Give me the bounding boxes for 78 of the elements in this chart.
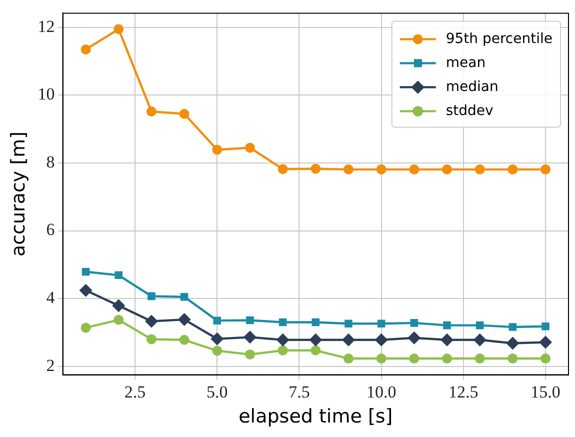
y-tick-label: 6 [46, 220, 55, 240]
point [79, 284, 92, 297]
point [474, 354, 485, 364]
point [278, 318, 287, 326]
point [376, 164, 386, 174]
point [377, 320, 386, 328]
point [112, 299, 126, 312]
point [213, 316, 222, 324]
point [442, 164, 452, 174]
y-tick-label: 8 [46, 152, 55, 172]
point [343, 354, 354, 364]
point [374, 333, 388, 346]
point [342, 333, 355, 346]
y-tick-label: 10 [38, 84, 55, 104]
point [212, 144, 222, 155]
point [144, 314, 158, 328]
point [278, 345, 288, 356]
x-tick-label: 2.5 [124, 382, 146, 402]
point [408, 331, 421, 344]
point [309, 333, 322, 346]
point [540, 354, 551, 364]
legend-label: mean [446, 54, 486, 71]
point [210, 332, 224, 346]
x-tick-label: 15.0 [530, 382, 560, 402]
point [540, 164, 551, 174]
x-axis-title: elapsed time [s] [238, 406, 393, 428]
legend-label: median [446, 78, 498, 95]
point [80, 44, 91, 54]
point [276, 333, 290, 346]
point [179, 334, 190, 345]
point [508, 323, 517, 331]
legend-label: stddev [446, 102, 494, 119]
point [246, 316, 254, 324]
point [114, 24, 124, 34]
x-tick-label: 7.5 [288, 382, 310, 402]
point [146, 334, 156, 344]
point [376, 354, 386, 364]
point [148, 292, 156, 300]
point [442, 354, 452, 364]
point [344, 320, 352, 328]
point [410, 319, 418, 327]
x-tick-label: 10.0 [366, 382, 396, 402]
point [243, 330, 256, 344]
x-tick-label: 5.0 [206, 382, 228, 402]
legend-label: 95th percentile [446, 30, 552, 47]
point [180, 292, 188, 301]
point [474, 164, 485, 174]
point [244, 142, 255, 153]
point [179, 108, 190, 119]
point [80, 322, 91, 333]
point [343, 164, 354, 174]
point [278, 164, 288, 174]
point [310, 345, 321, 356]
point [508, 164, 518, 174]
point [244, 349, 255, 360]
y-axis-title: accuracy [m] [7, 131, 30, 257]
point [178, 313, 191, 326]
point [310, 164, 321, 174]
point [539, 336, 552, 349]
point [114, 271, 123, 280]
point [476, 321, 484, 330]
point [312, 318, 320, 326]
point [508, 354, 518, 364]
y-tick-label: 4 [46, 288, 56, 308]
point [212, 346, 222, 356]
point [542, 322, 550, 330]
y-tick-label: 12 [38, 16, 55, 36]
point [409, 164, 420, 174]
point [82, 268, 90, 276]
point [506, 336, 520, 350]
point [146, 106, 156, 116]
y-tick-label: 2 [46, 356, 55, 375]
x-tick-label: 12.5 [448, 382, 478, 402]
point [440, 333, 454, 346]
point [473, 333, 486, 346]
point [409, 354, 420, 364]
point [114, 314, 124, 325]
point [443, 321, 451, 330]
